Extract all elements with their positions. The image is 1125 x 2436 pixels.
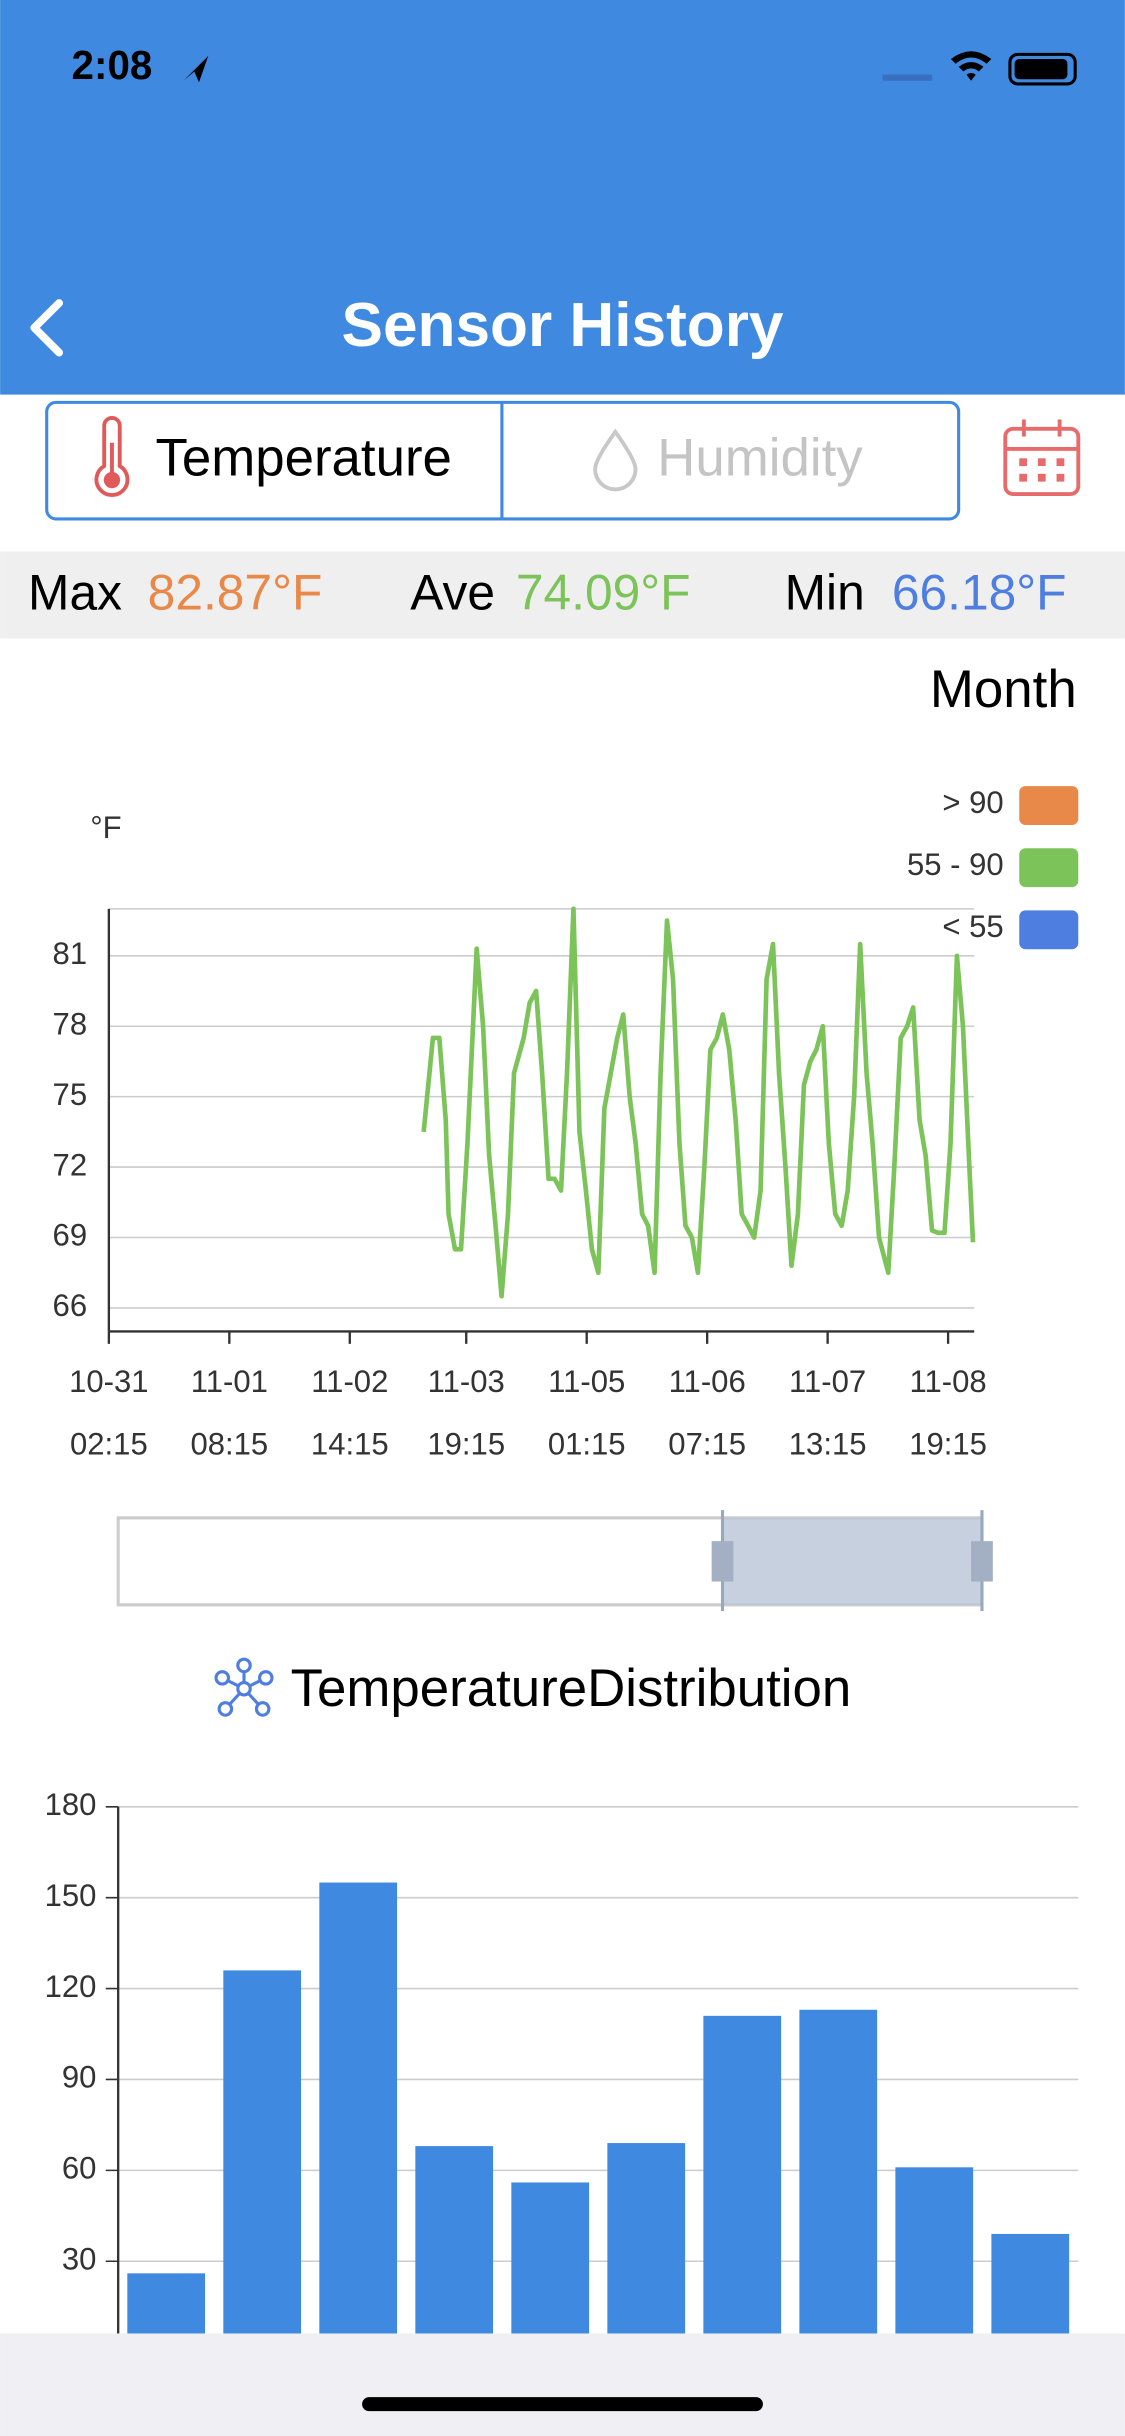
bar xyxy=(223,1970,302,2334)
bar-plot: 30 60 90 120 150 180 xyxy=(45,1787,1079,2334)
x-tick-label: 11-08 19:15 xyxy=(909,1364,987,1461)
x-tick-label: 11-01 08:15 xyxy=(190,1364,268,1461)
y-tick-label: 60 xyxy=(62,2151,97,2186)
range-selector[interactable]: Month xyxy=(930,660,1077,719)
home-indicator xyxy=(362,2397,763,2412)
legend-swatch xyxy=(1019,848,1079,888)
stat-value: 66.18°F xyxy=(892,565,1067,621)
line-series xyxy=(421,906,976,1299)
stats-bar xyxy=(0,551,1125,639)
location-icon xyxy=(183,55,209,83)
status-time: 2:08 xyxy=(72,42,153,88)
bar xyxy=(607,2143,686,2334)
bar xyxy=(511,2182,590,2334)
bar xyxy=(127,2273,206,2334)
bar xyxy=(415,2146,494,2334)
status-icons xyxy=(882,51,1077,86)
y-axis-unit: °F xyxy=(90,810,121,845)
y-tick-label: 66 xyxy=(53,1288,88,1323)
y-tick-label: 72 xyxy=(53,1147,88,1182)
y-tick-label: 180 xyxy=(45,1787,97,1822)
legend-swatch xyxy=(1019,910,1079,950)
chart-title: TemperatureDistribution xyxy=(291,1659,852,1718)
bar xyxy=(895,2167,974,2334)
bar xyxy=(799,2009,878,2334)
thermometer-icon xyxy=(94,416,130,497)
droplet-icon xyxy=(593,428,638,492)
stat-label: Max xyxy=(28,565,122,621)
legend-label: < 55 xyxy=(942,909,1003,944)
legend-swatch xyxy=(1019,786,1079,825)
calendar-button[interactable] xyxy=(1003,419,1081,496)
y-tick-label: 81 xyxy=(53,936,88,971)
home-area xyxy=(0,2333,1125,2436)
y-tick-label: 150 xyxy=(45,1878,97,1913)
back-button[interactable] xyxy=(30,299,64,357)
legend-label: 55 - 90 xyxy=(907,847,1004,882)
tab-temperature[interactable]: Temperature xyxy=(155,428,451,487)
x-tick-label: 10-31 02:15 xyxy=(69,1364,148,1461)
y-tick-label: 78 xyxy=(53,1006,88,1041)
x-tick-label: 11-05 01:15 xyxy=(548,1364,626,1461)
x-tick-label: 11-07 13:15 xyxy=(789,1364,867,1461)
data-zoom[interactable] xyxy=(116,1510,993,1612)
y-tick-label: 30 xyxy=(62,2241,97,2276)
chart-icon xyxy=(214,1657,274,1717)
nav-bar xyxy=(0,0,1125,395)
y-tick-label: 120 xyxy=(45,1969,97,2004)
y-tick-label: 90 xyxy=(62,2060,97,2095)
stat-value: 82.87°F xyxy=(148,565,323,621)
x-tick-label: 11-06 07:15 xyxy=(668,1364,746,1461)
stat-value: 74.09°F xyxy=(516,565,691,621)
bar xyxy=(319,1882,398,2334)
nav-title: Sensor History xyxy=(342,291,784,360)
y-tick-label: 75 xyxy=(53,1077,88,1112)
stat-label: Ave xyxy=(410,565,495,621)
bar xyxy=(991,2233,1070,2334)
x-tick-label: 11-02 14:15 xyxy=(311,1364,389,1461)
x-tick-label: 11-03 19:15 xyxy=(427,1364,505,1461)
y-tick-label: 69 xyxy=(53,1218,88,1253)
tab-humidity[interactable]: Humidity xyxy=(657,428,863,487)
stat-label: Min xyxy=(785,565,865,621)
bar xyxy=(703,2015,782,2334)
legend-label: > 90 xyxy=(942,785,1003,820)
